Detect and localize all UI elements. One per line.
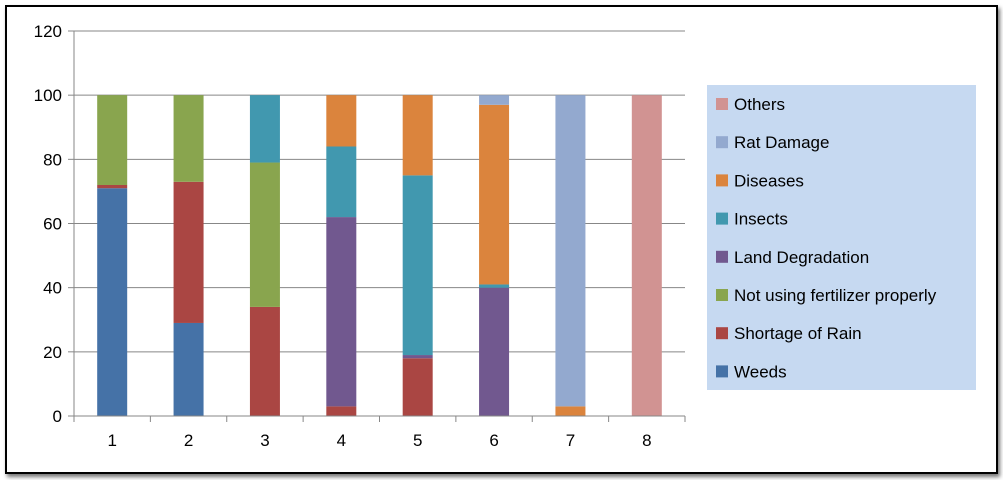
x-tick-label: 7 bbox=[566, 431, 575, 450]
legend-swatch bbox=[716, 98, 728, 110]
legend-swatch bbox=[716, 365, 728, 378]
legend-swatch bbox=[716, 174, 728, 187]
legend-label: Land Degradation bbox=[734, 248, 869, 267]
legend: Others Rat Damage Diseases Insects Land Degr… bbox=[707, 85, 976, 390]
legend-label: Not using fertilizer properly bbox=[734, 286, 937, 305]
x-tick-label: 8 bbox=[642, 431, 651, 450]
tick-labels: 0 20 40 60 80 100 120 1 2 3 4 5 6 7 8 bbox=[34, 22, 652, 450]
y-tick-label: 40 bbox=[43, 279, 62, 298]
axes bbox=[68, 30, 686, 422]
bar-segment bbox=[479, 104, 510, 285]
x-tick-label: 1 bbox=[107, 431, 116, 450]
bar-segment bbox=[249, 306, 280, 416]
bar-segment bbox=[173, 181, 204, 323]
bar-segment bbox=[326, 406, 357, 416]
x-tick-label: 5 bbox=[413, 431, 422, 450]
bar-segment bbox=[479, 95, 510, 105]
bar-segment bbox=[555, 406, 586, 416]
legend-swatch bbox=[716, 136, 728, 149]
gridlines bbox=[74, 30, 685, 353]
bar-segment bbox=[402, 175, 433, 356]
y-tick-label: 60 bbox=[43, 215, 62, 234]
legend-label: Weeds bbox=[734, 362, 787, 381]
x-tick-label: 2 bbox=[184, 431, 193, 450]
bar-segment bbox=[173, 95, 204, 182]
bar-segment bbox=[249, 95, 280, 163]
legend-swatch bbox=[716, 250, 728, 263]
y-tick-label: 0 bbox=[53, 407, 62, 426]
bar-segment bbox=[97, 185, 128, 189]
bar-segment bbox=[326, 95, 357, 147]
y-tick-label: 120 bbox=[34, 22, 62, 41]
bars bbox=[97, 95, 662, 417]
legend-swatch bbox=[716, 212, 728, 225]
legend-label: Diseases bbox=[734, 171, 804, 190]
bar-segment bbox=[249, 162, 280, 307]
x-tick-label: 4 bbox=[337, 431, 346, 450]
bar-segment bbox=[479, 284, 510, 288]
bar-segment bbox=[402, 95, 433, 176]
x-tick-label: 6 bbox=[489, 431, 498, 450]
legend-label: Others bbox=[734, 95, 785, 114]
legend-box bbox=[707, 85, 976, 390]
bar-segment bbox=[326, 146, 357, 218]
y-tick-label: 100 bbox=[34, 86, 62, 105]
legend-swatch bbox=[716, 289, 728, 301]
bar-segment bbox=[479, 287, 510, 416]
bar-segment bbox=[631, 95, 662, 417]
bar-segment bbox=[326, 217, 357, 407]
y-tick-label: 80 bbox=[43, 150, 62, 169]
x-tick-label: 3 bbox=[260, 431, 269, 450]
bar-segment bbox=[173, 322, 204, 416]
bar-segment bbox=[97, 95, 128, 185]
bar-segment bbox=[97, 188, 128, 416]
bar-segment bbox=[402, 358, 433, 416]
bar-segment bbox=[402, 355, 433, 359]
bar-segment bbox=[555, 95, 586, 407]
legend-label: Insects bbox=[734, 210, 788, 229]
y-tick-label: 20 bbox=[43, 343, 62, 362]
legend-swatch bbox=[716, 327, 728, 340]
legend-label: Rat Damage bbox=[734, 133, 829, 152]
legend-label: Shortage of Rain bbox=[734, 324, 862, 343]
